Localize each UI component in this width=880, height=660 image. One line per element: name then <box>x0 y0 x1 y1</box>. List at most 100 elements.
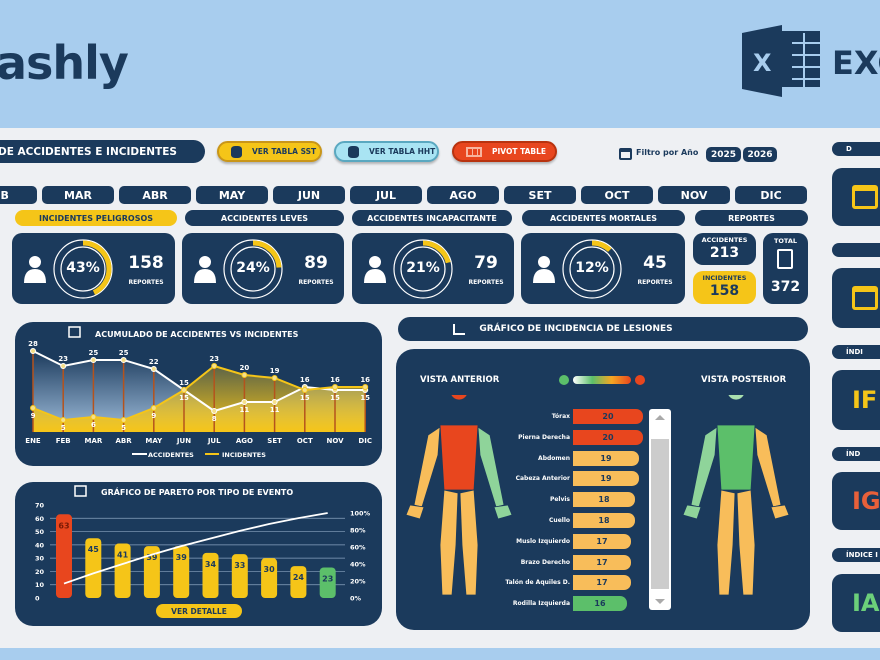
bar-value-label: 39 <box>146 553 158 562</box>
scroll-down-icon[interactable] <box>655 599 665 604</box>
y2-tick-label: 60% <box>350 544 366 552</box>
body-part-head <box>727 395 745 401</box>
accidentes-label: ACCIDENTES <box>701 236 748 244</box>
category-header-3[interactable]: ACCIDENTES MORTALES <box>522 210 685 226</box>
month-tab-2[interactable]: ABR <box>119 186 191 204</box>
pareto-bar <box>114 543 131 598</box>
injury-row[interactable]: Pelvis 18 <box>480 492 635 508</box>
injury-row[interactable]: Cabeza Anterior 19 <box>480 471 639 487</box>
data-point <box>30 348 36 354</box>
data-point <box>90 414 97 420</box>
injury-row[interactable]: Cuello 18 <box>480 513 635 528</box>
injured-worker-icon <box>364 256 386 283</box>
injury-value-bar: 19 <box>573 471 639 487</box>
pareto-chart: GRÁFICO DE PARETO POR TIPO DE EVENTO 0 10 2… <box>35 485 371 603</box>
category-header-4[interactable]: REPORTES <box>695 210 808 226</box>
x-tick-label: ABR <box>116 437 133 445</box>
pareto-bar <box>85 538 102 598</box>
body-part-right-hand <box>493 504 513 520</box>
kpi-percent: 12% <box>575 260 609 276</box>
index-card-2[interactable]: IF <box>832 370 880 430</box>
data-label: 16 <box>330 376 340 384</box>
kpi-unit: REPORTES <box>128 279 164 286</box>
injury-list-scrollbar[interactable] <box>649 409 671 610</box>
data-point <box>60 363 67 369</box>
injury-label: Pierna Derecha <box>518 433 570 441</box>
index-label-1 <box>832 243 880 257</box>
month-tab-5[interactable]: JUL <box>350 186 422 204</box>
data-label: 23 <box>58 355 68 363</box>
data-label: 5 <box>121 424 126 432</box>
month-tab-6[interactable]: AGO <box>427 186 499 204</box>
injury-label: Pelvis <box>549 496 570 504</box>
hazard-worker-icon <box>24 256 46 283</box>
view-hht-table-button[interactable]: VER TABLA HHT <box>334 141 439 162</box>
x-tick-label: MAY <box>145 437 163 445</box>
view-sst-table-button[interactable]: VER TABLA SST <box>217 141 322 162</box>
x-tick-label: AGO <box>236 437 253 445</box>
month-tab-8[interactable]: OCT <box>581 186 653 204</box>
minus-icon <box>559 375 569 385</box>
excel-label: EXC <box>832 44 880 82</box>
injury-row[interactable]: Rodilla Izquierda 16 <box>480 596 627 612</box>
data-label: 11 <box>270 406 280 414</box>
y-tick-label: 20 <box>35 568 45 576</box>
data-point <box>362 384 369 390</box>
injury-row[interactable]: Brazo Derecho 17 <box>480 554 631 570</box>
pareto-chart-panel <box>15 482 382 626</box>
index-label-3: ÍND <box>832 447 880 461</box>
kpi-card-0: 43% 158 REPORTES <box>12 233 175 304</box>
category-header-1[interactable]: ACCIDENTES LEVES <box>185 210 344 226</box>
pareto-bar <box>261 558 278 598</box>
month-tab-1[interactable]: MAR <box>42 186 114 204</box>
y-tick-label: 60 <box>35 515 45 523</box>
data-point <box>271 375 278 381</box>
year-2025-button[interactable]: 2025 <box>706 147 741 162</box>
month-tab-0[interactable]: EB <box>0 186 37 204</box>
data-point <box>271 399 278 405</box>
month-tab-3[interactable]: MAY <box>196 186 268 204</box>
index-card-3[interactable]: IG <box>832 472 880 530</box>
injury-row[interactable]: Tórax 20 <box>480 409 643 424</box>
kpi-percent: 21% <box>406 260 440 276</box>
y2-tick-label: 100% <box>350 510 371 518</box>
data-label: 23 <box>209 355 219 363</box>
plus-icon <box>635 375 645 385</box>
category-header-0[interactable]: INCIDENTES PELIGROSOS <box>15 210 177 226</box>
data-point <box>150 366 157 372</box>
pareto-bar <box>202 552 219 598</box>
index-card-0[interactable] <box>832 168 880 226</box>
scrollbar-thumb[interactable] <box>651 439 669 589</box>
pivot-table-button[interactable]: PIVOT TABLE <box>452 141 557 162</box>
kpi-value: 89 <box>304 253 328 273</box>
x-tick-label: MAR <box>85 437 103 445</box>
bar-value-label: 34 <box>205 560 217 569</box>
category-header-2[interactable]: ACCIDENTES INCAPACITANTE <box>352 210 512 226</box>
index-card-4[interactable]: IA <box>832 574 880 632</box>
injury-row[interactable]: Abdomen 19 <box>480 450 639 466</box>
injury-row[interactable]: Pierna Derecha 20 <box>480 429 643 445</box>
month-tab-7[interactable]: SET <box>504 186 576 204</box>
y-tick-label: 50 <box>35 528 45 536</box>
body-part-right-leg <box>459 489 479 596</box>
bar-chart-icon <box>74 485 87 497</box>
svg-text:X: X <box>753 49 772 77</box>
y-tick-label: 10 <box>35 581 45 589</box>
data-point <box>301 387 308 393</box>
bar-value-label: 30 <box>264 565 276 574</box>
year-2026-button[interactable]: 2026 <box>743 147 777 162</box>
scroll-up-icon[interactable] <box>655 415 665 420</box>
y2-tick-label: 20% <box>350 578 366 586</box>
kpi-unit: REPORTES <box>298 279 334 286</box>
month-tab-4[interactable]: JUN <box>273 186 345 204</box>
injury-value-bar: 20 <box>573 429 643 445</box>
view-detail-button[interactable]: VER DETALLE <box>156 604 242 618</box>
data-label: 20 <box>240 364 250 372</box>
injury-row[interactable]: Muslo Izquierdo 17 <box>480 533 631 549</box>
injury-row[interactable]: Talón de Aquiles D. 17 <box>480 575 631 591</box>
index-card-1[interactable] <box>832 268 880 328</box>
index-label-0: D <box>832 142 880 156</box>
month-tab-9[interactable]: NOV <box>658 186 730 204</box>
month-tab-10[interactable]: DIC <box>735 186 807 204</box>
pareto-bar <box>231 554 248 598</box>
